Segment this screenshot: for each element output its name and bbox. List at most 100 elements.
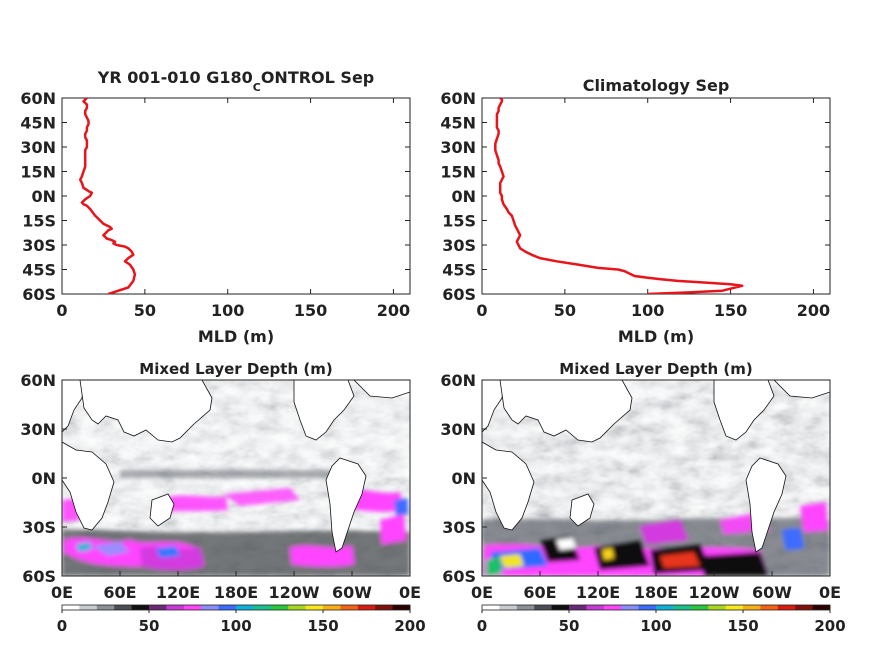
colorbar-segment-clim-10 <box>656 605 674 610</box>
y-tick-label-model-7: 45S <box>22 261 56 280</box>
colorbar-tick-label-clim-4: 200 <box>814 617 845 635</box>
map-x-tick-label-model-4: 120W <box>268 583 319 602</box>
mld-map-climatology: Mixed Layer Depth (m) <box>440 360 845 635</box>
colorbar-segment-clim-15 <box>743 605 761 610</box>
y-tick-label-model-0: 60N <box>20 89 56 108</box>
colorbar-segment-model-15 <box>323 605 341 610</box>
map-y-tick-label-clim-4: 60S <box>442 567 476 586</box>
colorbar-segment-clim-4 <box>551 605 570 610</box>
colorbar-segment-model-3 <box>114 605 132 610</box>
y-tick-label-clim-0: 60N <box>440 89 476 108</box>
map-title-model: Mixed Layer Depth (m) <box>139 360 332 378</box>
colorbar-tick-label-clim-1: 50 <box>559 617 580 635</box>
colorbar-tick-label-clim-0: 0 <box>477 617 487 635</box>
y-tick-label-model-2: 30N <box>20 138 56 157</box>
colorbar-segment-model-10 <box>236 605 254 610</box>
colorbar-segment-clim-13 <box>708 605 726 610</box>
map-x-tick-label-clim-6: 0E <box>819 583 841 602</box>
colorbar-model: 0 50 100 150 200 <box>57 604 426 635</box>
mld-field-model <box>62 380 410 576</box>
map-ticks-model: 0E 60E 120E 180E 120W 60W 0E 60N 30N 0N 30S 60S <box>20 371 421 602</box>
map-x-tick-label-clim-5: 60W <box>752 583 792 602</box>
y-tick-label-model-8: 60S <box>22 285 56 304</box>
map-x-tick-label-model-2: 120E <box>156 583 200 602</box>
colorbar-segment-model-2 <box>96 605 115 610</box>
mld-profile-line-climatology <box>494 98 744 294</box>
colorbar-tick-label-model-2: 100 <box>220 617 251 635</box>
map-y-tick-label-model-2: 0N <box>31 469 56 488</box>
map-y-tick-label-model-0: 60N <box>20 371 56 390</box>
panel-title-model: YR 001-010 G180CONTROL Sep <box>97 68 375 94</box>
colorbar-segment-model-8 <box>201 605 219 610</box>
map-x-tick-label-clim-3: 180E <box>634 583 678 602</box>
map-y-tick-label-model-1: 30N <box>20 420 56 439</box>
map-y-tick-label-model-4: 60S <box>22 567 56 586</box>
mld-profile-line-model <box>78 98 137 294</box>
x-tick-label-clim-0: 0 <box>476 301 487 320</box>
map-x-tick-label-model-1: 60E <box>103 583 136 602</box>
x-tick-label-model-0: 0 <box>56 301 67 320</box>
colorbar-tick-label-clim-2: 100 <box>640 617 671 635</box>
map-y-tick-label-clim-3: 30S <box>442 518 476 537</box>
y-tick-label-clim-4: 0N <box>451 187 476 206</box>
map-x-tick-label-clim-0: 0E <box>471 583 493 602</box>
axis-ticks-model: 0 50 100 150 200 60N 45N 30N 15N 0N 15S 30S 45S 60S <box>20 89 410 320</box>
map-y-tick-label-clim-1: 30N <box>440 420 476 439</box>
colorbar-segment-model-9 <box>218 605 237 610</box>
map-x-tick-label-model-0: 0E <box>51 583 73 602</box>
colorbar-segment-model-5 <box>149 605 167 610</box>
x-axis-label-model: MLD (m) <box>198 327 274 346</box>
y-tick-label-model-3: 15N <box>20 163 56 182</box>
mld-field-climatology <box>482 380 830 576</box>
colorbar-segment-clim-9 <box>638 605 657 610</box>
colorbar-segment-model-19 <box>392 605 411 610</box>
x-tick-label-clim-1: 50 <box>554 301 576 320</box>
colorbar-segment-model-13 <box>288 605 306 610</box>
y-tick-label-clim-8: 60S <box>442 285 476 304</box>
y-tick-label-clim-2: 30N <box>440 138 476 157</box>
colorbar-segment-model-17 <box>357 605 376 610</box>
colorbar-segment-clim-1 <box>499 605 518 610</box>
colorbar-segment-clim-16 <box>760 605 779 610</box>
y-tick-label-clim-5: 15S <box>442 212 476 231</box>
y-tick-label-model-6: 30S <box>22 236 56 255</box>
colorbar-segment-model-11 <box>253 605 272 610</box>
colorbar-segment-clim-7 <box>603 605 622 610</box>
x-tick-label-clim-4: 200 <box>797 301 830 320</box>
colorbar-segment-clim-6 <box>586 605 605 610</box>
colorbar-segment-clim-17 <box>777 605 796 610</box>
map-title-climatology: Mixed Layer Depth (m) <box>559 360 752 378</box>
map-x-tick-label-model-5: 60W <box>332 583 372 602</box>
colorbar-segment-clim-19 <box>812 605 831 610</box>
colorbar-segment-model-7 <box>183 605 202 610</box>
colorbar-segment-clim-18 <box>795 605 813 610</box>
map-x-tick-label-clim-1: 60E <box>523 583 556 602</box>
colorbar-segment-clim-3 <box>534 605 552 610</box>
colorbar-segment-model-6 <box>166 605 185 610</box>
colorbar-segment-model-18 <box>375 605 393 610</box>
colorbar-segment-clim-0 <box>482 605 500 610</box>
map-x-tick-label-clim-4: 120W <box>688 583 739 602</box>
colorbar-segment-model-12 <box>270 605 289 610</box>
plot-area-climatology <box>481 97 831 295</box>
x-tick-label-clim-2: 100 <box>631 301 664 320</box>
colorbar-tick-label-model-1: 50 <box>139 617 160 635</box>
map-x-tick-label-model-3: 180E <box>214 583 258 602</box>
colorbar-segment-model-16 <box>340 605 359 610</box>
map-y-tick-label-clim-2: 0N <box>451 469 476 488</box>
colorbar-segment-model-4 <box>131 605 150 610</box>
x-axis-label-climatology: MLD (m) <box>618 327 694 346</box>
colorbar-segment-clim-14 <box>725 605 744 610</box>
x-tick-label-clim-3: 150 <box>714 301 747 320</box>
y-tick-label-clim-7: 45S <box>442 261 476 280</box>
colorbar-segment-model-14 <box>305 605 324 610</box>
y-tick-label-clim-6: 30S <box>442 236 476 255</box>
colorbar-tick-label-clim-3: 150 <box>727 617 758 635</box>
map-y-tick-label-model-3: 30S <box>22 518 56 537</box>
colorbar-tick-label-model-4: 200 <box>394 617 425 635</box>
colorbar-segment-clim-5 <box>569 605 587 610</box>
y-tick-label-model-5: 15S <box>22 212 56 231</box>
y-tick-label-model-1: 45N <box>20 114 56 133</box>
profile-panel-model: YR 001-010 G180CONTROL Sep 0 50 100 150 200 6… <box>20 68 411 346</box>
